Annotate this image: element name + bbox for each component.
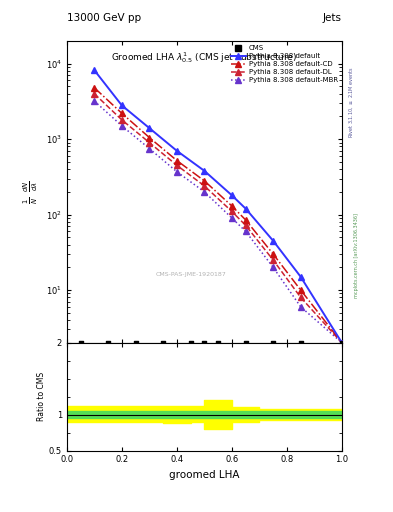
Pythia 8.308 default-CD — [230, 203, 234, 209]
Pythia 8.308 default-DL — [230, 208, 234, 215]
Pythia 8.308 default-CD — [174, 158, 179, 164]
Text: Groomed LHA $\lambda^{1}_{0.5}$ (CMS jet substructure): Groomed LHA $\lambda^{1}_{0.5}$ (CMS jet… — [111, 50, 298, 65]
Line: Pythia 8.308 default-MBR: Pythia 8.308 default-MBR — [92, 98, 345, 346]
Pythia 8.308 default-DL — [147, 139, 152, 145]
Pythia 8.308 default-DL — [340, 339, 344, 346]
Y-axis label: $\frac{1}{N}$  $\frac{dN}{d\lambda}$: $\frac{1}{N}$ $\frac{dN}{d\lambda}$ — [22, 180, 40, 204]
Point — [187, 338, 194, 347]
Text: Rivet 3.1.10, $\geq$ 2.1M events: Rivet 3.1.10, $\geq$ 2.1M events — [348, 67, 355, 138]
Line: Pythia 8.308 default: Pythia 8.308 default — [92, 68, 345, 346]
Pythia 8.308 default — [271, 238, 275, 244]
Pythia 8.308 default-CD — [147, 135, 152, 141]
Pythia 8.308 default-MBR — [271, 264, 275, 270]
Pythia 8.308 default-DL — [202, 183, 207, 189]
Point — [160, 338, 166, 347]
Pythia 8.308 default-MBR — [298, 304, 303, 310]
Pythia 8.308 default-CD — [92, 84, 97, 91]
Pythia 8.308 default — [230, 192, 234, 198]
Pythia 8.308 default-CD — [340, 339, 344, 346]
Pythia 8.308 default-MBR — [340, 339, 344, 346]
Pythia 8.308 default — [340, 339, 344, 346]
Pythia 8.308 default-DL — [243, 222, 248, 228]
Pythia 8.308 default-CD — [271, 251, 275, 257]
Pythia 8.308 default — [298, 274, 303, 280]
Pythia 8.308 default-CD — [119, 110, 124, 116]
Pythia 8.308 default-DL — [174, 162, 179, 168]
Text: 13000 GeV pp: 13000 GeV pp — [67, 13, 141, 23]
Pythia 8.308 default-MBR — [92, 98, 97, 104]
Legend: CMS, Pythia 8.308 default, Pythia 8.308 default-CD, Pythia 8.308 default-DL, Pyt: CMS, Pythia 8.308 default, Pythia 8.308 … — [228, 42, 340, 86]
Pythia 8.308 default-DL — [298, 294, 303, 301]
Line: Pythia 8.308 default-CD: Pythia 8.308 default-CD — [92, 85, 345, 346]
X-axis label: groomed LHA: groomed LHA — [169, 470, 240, 480]
Pythia 8.308 default-MBR — [230, 215, 234, 221]
Point — [201, 338, 208, 347]
Point — [215, 338, 221, 347]
Text: Jets: Jets — [323, 13, 342, 23]
Point — [339, 338, 345, 347]
Text: mcplots.cern.ch [arXiv:1306.3436]: mcplots.cern.ch [arXiv:1306.3436] — [354, 214, 359, 298]
Pythia 8.308 default-CD — [298, 287, 303, 293]
Pythia 8.308 default — [119, 102, 124, 109]
Pythia 8.308 default — [202, 168, 207, 174]
Pythia 8.308 default-DL — [271, 257, 275, 263]
Y-axis label: Ratio to CMS: Ratio to CMS — [37, 372, 46, 421]
Pythia 8.308 default — [243, 205, 248, 211]
Point — [242, 338, 249, 347]
Point — [132, 338, 139, 347]
Point — [105, 338, 111, 347]
Pythia 8.308 default-MBR — [174, 168, 179, 175]
Pythia 8.308 default-CD — [243, 217, 248, 223]
Pythia 8.308 default-MBR — [243, 228, 248, 234]
Pythia 8.308 default-CD — [202, 178, 207, 184]
Point — [270, 338, 276, 347]
Pythia 8.308 default — [147, 125, 152, 131]
Pythia 8.308 default — [92, 67, 97, 73]
Pythia 8.308 default — [174, 148, 179, 154]
Pythia 8.308 default-MBR — [119, 123, 124, 129]
Pythia 8.308 default-MBR — [202, 189, 207, 195]
Pythia 8.308 default-DL — [92, 91, 97, 97]
Pythia 8.308 default-DL — [119, 117, 124, 123]
Line: Pythia 8.308 default-DL: Pythia 8.308 default-DL — [92, 91, 345, 346]
Point — [298, 338, 304, 347]
Point — [77, 338, 84, 347]
Pythia 8.308 default-MBR — [147, 145, 152, 152]
Text: CMS-PAS-JME-1920187: CMS-PAS-JME-1920187 — [155, 272, 226, 278]
